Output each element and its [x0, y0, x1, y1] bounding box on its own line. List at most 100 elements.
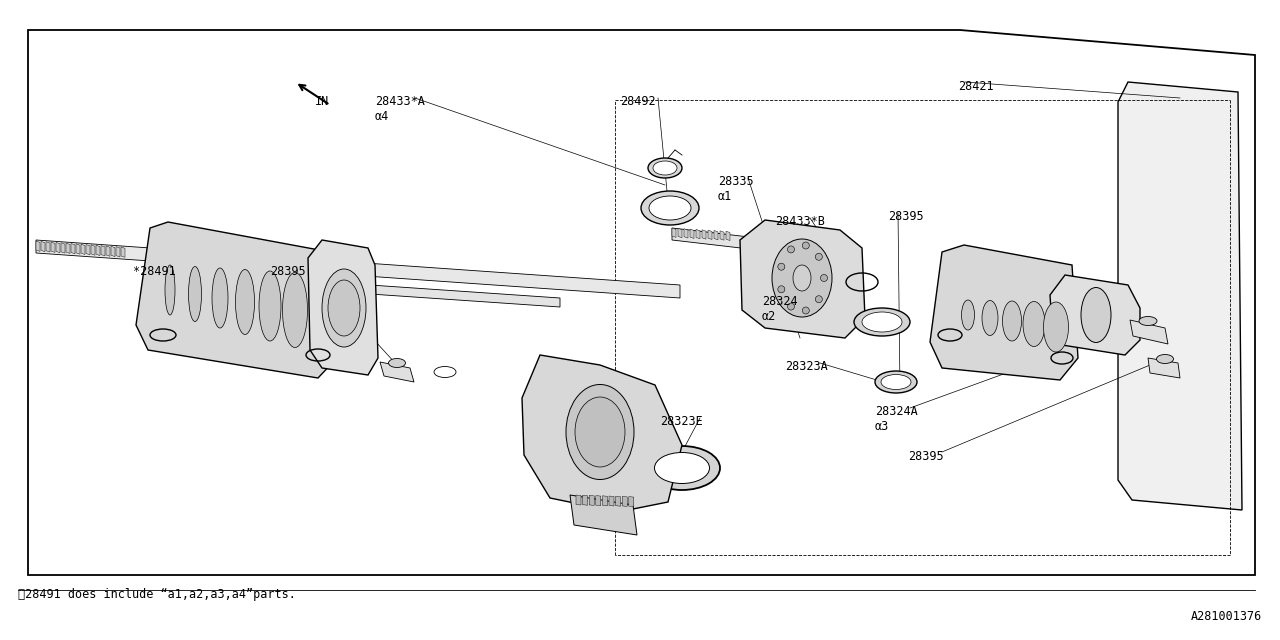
Ellipse shape: [165, 265, 175, 315]
Polygon shape: [690, 229, 694, 239]
Ellipse shape: [772, 239, 832, 317]
Polygon shape: [701, 230, 707, 239]
Polygon shape: [81, 244, 84, 255]
Polygon shape: [1050, 275, 1140, 355]
Text: A281001376: A281001376: [1190, 610, 1262, 623]
Polygon shape: [96, 245, 100, 255]
Polygon shape: [616, 496, 621, 506]
Polygon shape: [696, 229, 700, 239]
Ellipse shape: [389, 358, 406, 367]
Ellipse shape: [236, 269, 255, 335]
Ellipse shape: [778, 263, 785, 270]
Polygon shape: [28, 30, 1254, 575]
Polygon shape: [36, 241, 40, 252]
Polygon shape: [684, 228, 689, 238]
Polygon shape: [672, 228, 676, 237]
Ellipse shape: [259, 271, 282, 341]
Polygon shape: [1117, 82, 1242, 510]
Ellipse shape: [1157, 355, 1174, 364]
Text: 28323A: 28323A: [785, 360, 828, 373]
Ellipse shape: [982, 301, 998, 335]
Polygon shape: [609, 496, 614, 506]
Polygon shape: [628, 497, 634, 507]
Polygon shape: [582, 495, 588, 505]
Ellipse shape: [328, 280, 360, 336]
Ellipse shape: [861, 312, 902, 332]
Polygon shape: [570, 495, 637, 535]
Ellipse shape: [188, 266, 201, 321]
Ellipse shape: [787, 303, 795, 310]
Ellipse shape: [641, 191, 699, 225]
Polygon shape: [86, 244, 90, 255]
Ellipse shape: [820, 275, 827, 282]
Polygon shape: [1130, 320, 1169, 344]
Polygon shape: [589, 495, 594, 506]
Text: 28324
α2: 28324 α2: [762, 295, 797, 323]
Polygon shape: [1148, 358, 1180, 378]
Ellipse shape: [803, 242, 809, 249]
Polygon shape: [595, 495, 600, 506]
Polygon shape: [726, 231, 730, 241]
Polygon shape: [70, 243, 76, 254]
Polygon shape: [576, 495, 581, 505]
Ellipse shape: [876, 371, 916, 393]
Text: 28433*B: 28433*B: [774, 215, 824, 228]
Ellipse shape: [212, 268, 228, 328]
Polygon shape: [740, 220, 865, 338]
Ellipse shape: [787, 246, 795, 253]
Polygon shape: [101, 246, 105, 256]
Text: 28335
α1: 28335 α1: [718, 175, 754, 203]
Polygon shape: [603, 496, 608, 506]
Ellipse shape: [778, 286, 785, 292]
Ellipse shape: [653, 161, 677, 175]
Text: *28491: *28491: [133, 265, 175, 278]
Text: 28395: 28395: [888, 210, 924, 223]
Ellipse shape: [654, 452, 709, 483]
Ellipse shape: [644, 446, 721, 490]
Text: 28421: 28421: [957, 80, 993, 93]
Ellipse shape: [961, 300, 974, 330]
Text: 28324A
α3: 28324A α3: [876, 405, 918, 433]
Polygon shape: [308, 240, 378, 375]
Text: 28492: 28492: [620, 95, 655, 108]
Text: ※28491 does include “a1,a2,a3,a4”parts.: ※28491 does include “a1,a2,a3,a4”parts.: [18, 588, 296, 601]
Polygon shape: [76, 244, 81, 254]
Ellipse shape: [1002, 301, 1021, 341]
Polygon shape: [522, 355, 682, 512]
Ellipse shape: [648, 158, 682, 178]
Ellipse shape: [323, 269, 366, 347]
Polygon shape: [56, 243, 60, 253]
Ellipse shape: [649, 196, 691, 220]
Ellipse shape: [1043, 302, 1069, 352]
Polygon shape: [36, 240, 680, 298]
Ellipse shape: [566, 385, 634, 479]
Text: 28395: 28395: [908, 450, 943, 463]
Ellipse shape: [854, 308, 910, 336]
Polygon shape: [51, 242, 55, 252]
Polygon shape: [622, 497, 627, 506]
Text: IN: IN: [315, 95, 329, 108]
Polygon shape: [106, 246, 110, 256]
Ellipse shape: [881, 374, 911, 390]
Polygon shape: [91, 245, 95, 255]
Polygon shape: [122, 247, 125, 257]
Ellipse shape: [283, 273, 307, 348]
Polygon shape: [136, 222, 335, 378]
Polygon shape: [672, 228, 774, 252]
Text: 28395: 28395: [270, 265, 306, 278]
Ellipse shape: [1139, 317, 1157, 326]
Polygon shape: [61, 243, 65, 253]
Polygon shape: [370, 285, 561, 307]
Polygon shape: [931, 245, 1078, 380]
Polygon shape: [116, 246, 120, 257]
Polygon shape: [46, 242, 50, 252]
Text: 28323E: 28323E: [660, 415, 703, 428]
Ellipse shape: [815, 296, 822, 303]
Ellipse shape: [575, 397, 625, 467]
Polygon shape: [708, 230, 712, 239]
Ellipse shape: [815, 253, 822, 260]
Ellipse shape: [803, 307, 809, 314]
Ellipse shape: [1023, 301, 1044, 346]
Text: 28433*A
α4: 28433*A α4: [375, 95, 425, 123]
Polygon shape: [678, 228, 682, 237]
